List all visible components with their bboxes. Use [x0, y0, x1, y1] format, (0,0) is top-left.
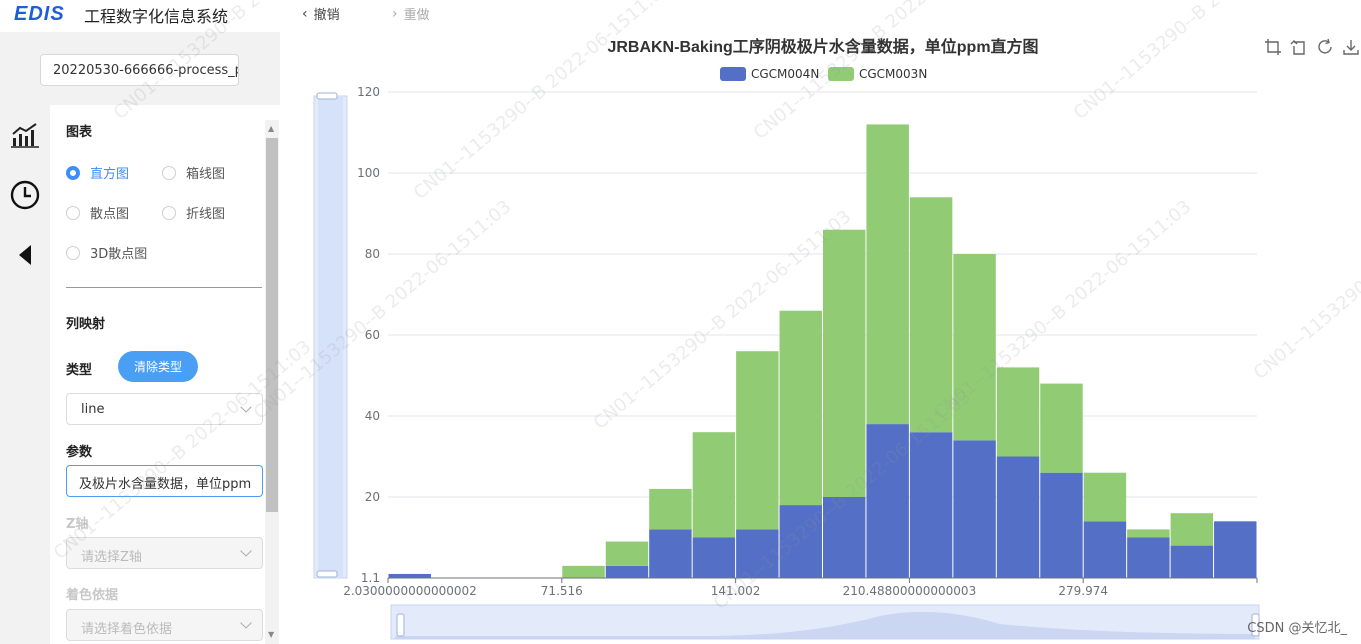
- panel-scrollbar[interactable]: ▲ ▼: [265, 120, 279, 644]
- radio-histogram[interactable]: 直方图: [66, 163, 129, 182]
- section-divider: [66, 287, 262, 288]
- clock-icon[interactable]: [0, 170, 50, 220]
- histogram-bar[interactable]: [996, 367, 1040, 457]
- radio-boxplot[interactable]: 箱线图: [162, 163, 225, 182]
- y-zoom-handle-bottom[interactable]: [316, 570, 338, 578]
- legend-label-series2[interactable]: CGCM003N: [859, 67, 927, 81]
- z-axis-select[interactable]: 请选择Z轴: [66, 537, 263, 569]
- histogram-bar[interactable]: [388, 573, 431, 578]
- legend-label-series1[interactable]: CGCM004N: [751, 67, 819, 81]
- histogram-bar[interactable]: [1040, 383, 1083, 473]
- histogram-bar[interactable]: [1170, 513, 1214, 546]
- zoom-reset-icon[interactable]: [1290, 38, 1308, 56]
- y-datazoom-slider[interactable]: [313, 92, 348, 579]
- zoom-area-icon[interactable]: [1264, 38, 1282, 56]
- y-zoom-window[interactable]: [318, 96, 343, 578]
- undo-label: 撤销: [313, 8, 340, 23]
- radio-label: 箱线图: [186, 167, 226, 182]
- chevron-right-icon: ›: [392, 5, 398, 22]
- x-zoom-preview: [395, 611, 1255, 639]
- file-name-field[interactable]: 20220530-666666-process_p: [40, 54, 239, 86]
- radio-scatter[interactable]: 散点图: [66, 203, 129, 222]
- histogram-bar[interactable]: [1083, 472, 1127, 522]
- radio-dot: [66, 165, 80, 180]
- param-input[interactable]: 及极片水含量数据，单位ppm: [66, 465, 263, 497]
- radio-label: 直方图: [90, 167, 130, 182]
- histogram-bar[interactable]: [605, 565, 649, 578]
- scroll-thumb[interactable]: [266, 138, 278, 512]
- top-bar: EDIS 工程数字化信息系统 ‹ 撤销 › 重做: [0, 0, 1361, 32]
- param-label: 参数: [66, 445, 93, 460]
- app-logo: EDIS: [14, 3, 65, 25]
- bars-group: [388, 124, 1257, 579]
- histogram-bar[interactable]: [736, 529, 779, 578]
- chevron-down-icon: [240, 617, 252, 629]
- refresh-icon[interactable]: [1316, 38, 1334, 56]
- legend-swatch-series2[interactable]: [828, 67, 854, 81]
- histogram-bar[interactable]: [649, 529, 692, 578]
- x-zoom-handle-left[interactable]: [396, 613, 405, 637]
- histogram-bar[interactable]: [866, 124, 909, 425]
- histogram-bar[interactable]: [909, 197, 953, 433]
- redo-button[interactable]: › 重做: [392, 4, 430, 24]
- radio-3d-scatter[interactable]: 3D散点图: [66, 243, 147, 262]
- radio-label: 折线图: [186, 207, 226, 222]
- type-select[interactable]: line: [66, 393, 263, 425]
- chart-section-title: 图表: [66, 125, 93, 140]
- histogram-bar[interactable]: [1214, 521, 1257, 578]
- scroll-up-icon[interactable]: ▲: [268, 124, 275, 133]
- histogram-bar[interactable]: [1127, 529, 1170, 538]
- histogram-bar[interactable]: [692, 537, 736, 579]
- radio-label: 3D散点图: [90, 247, 148, 262]
- histogram-bar[interactable]: [909, 432, 953, 578]
- chevron-down-icon: [240, 545, 252, 557]
- type-select-value: line: [81, 402, 105, 417]
- clear-type-button[interactable]: 清除类型: [118, 351, 198, 382]
- app-title: 工程数字化信息系统: [84, 7, 229, 26]
- histogram-bar[interactable]: [866, 424, 909, 578]
- chevron-left-icon: ‹: [302, 5, 308, 22]
- color-by-label: 着色依据: [66, 588, 119, 603]
- histogram-bar[interactable]: [779, 310, 822, 506]
- radio-dot: [162, 165, 176, 180]
- histogram-bar[interactable]: [736, 351, 779, 530]
- histogram-bar[interactable]: [823, 229, 866, 497]
- radio-line[interactable]: 折线图: [162, 203, 225, 222]
- chevron-down-icon: [240, 401, 252, 413]
- histogram-bar[interactable]: [1170, 545, 1214, 578]
- histogram-bar[interactable]: [1127, 537, 1170, 579]
- collapse-arrow-icon[interactable]: [0, 230, 50, 280]
- histogram-bar[interactable]: [779, 505, 822, 578]
- color-by-placeholder: 请选择着色依据: [81, 622, 173, 637]
- z-axis-label: Z轴: [66, 517, 89, 532]
- histogram-bar[interactable]: [996, 456, 1040, 579]
- histogram-bar[interactable]: [953, 440, 996, 578]
- histogram-bar[interactable]: [953, 254, 996, 441]
- undo-button[interactable]: ‹ 撤销: [302, 4, 340, 24]
- histogram-bar[interactable]: [605, 541, 649, 566]
- x-datazoom-slider[interactable]: [390, 604, 1260, 640]
- chart-icon[interactable]: [0, 110, 50, 160]
- histogram-bar[interactable]: [1083, 521, 1127, 578]
- radio-dot: [162, 205, 176, 220]
- type-label: 类型: [66, 363, 93, 378]
- legend-swatch-series1[interactable]: [720, 67, 746, 81]
- histogram-bar[interactable]: [562, 565, 605, 578]
- histogram-bar[interactable]: [692, 432, 736, 538]
- x-zoom-handle-right[interactable]: [1251, 613, 1260, 637]
- z-axis-placeholder: 请选择Z轴: [81, 550, 142, 565]
- scroll-down-icon[interactable]: ▼: [268, 630, 275, 639]
- download-icon[interactable]: [1342, 38, 1360, 56]
- histogram-bar[interactable]: [1040, 472, 1083, 578]
- redo-label: 重做: [403, 8, 430, 23]
- histogram-bar[interactable]: [823, 497, 866, 578]
- histogram-bar[interactable]: [649, 488, 692, 530]
- y-zoom-handle-top[interactable]: [316, 92, 338, 100]
- radio-dot: [66, 245, 80, 260]
- radio-dot: [66, 205, 80, 220]
- mapping-section-title: 列映射: [66, 317, 106, 332]
- color-by-select[interactable]: 请选择着色依据: [66, 609, 263, 641]
- radio-label: 散点图: [90, 207, 130, 222]
